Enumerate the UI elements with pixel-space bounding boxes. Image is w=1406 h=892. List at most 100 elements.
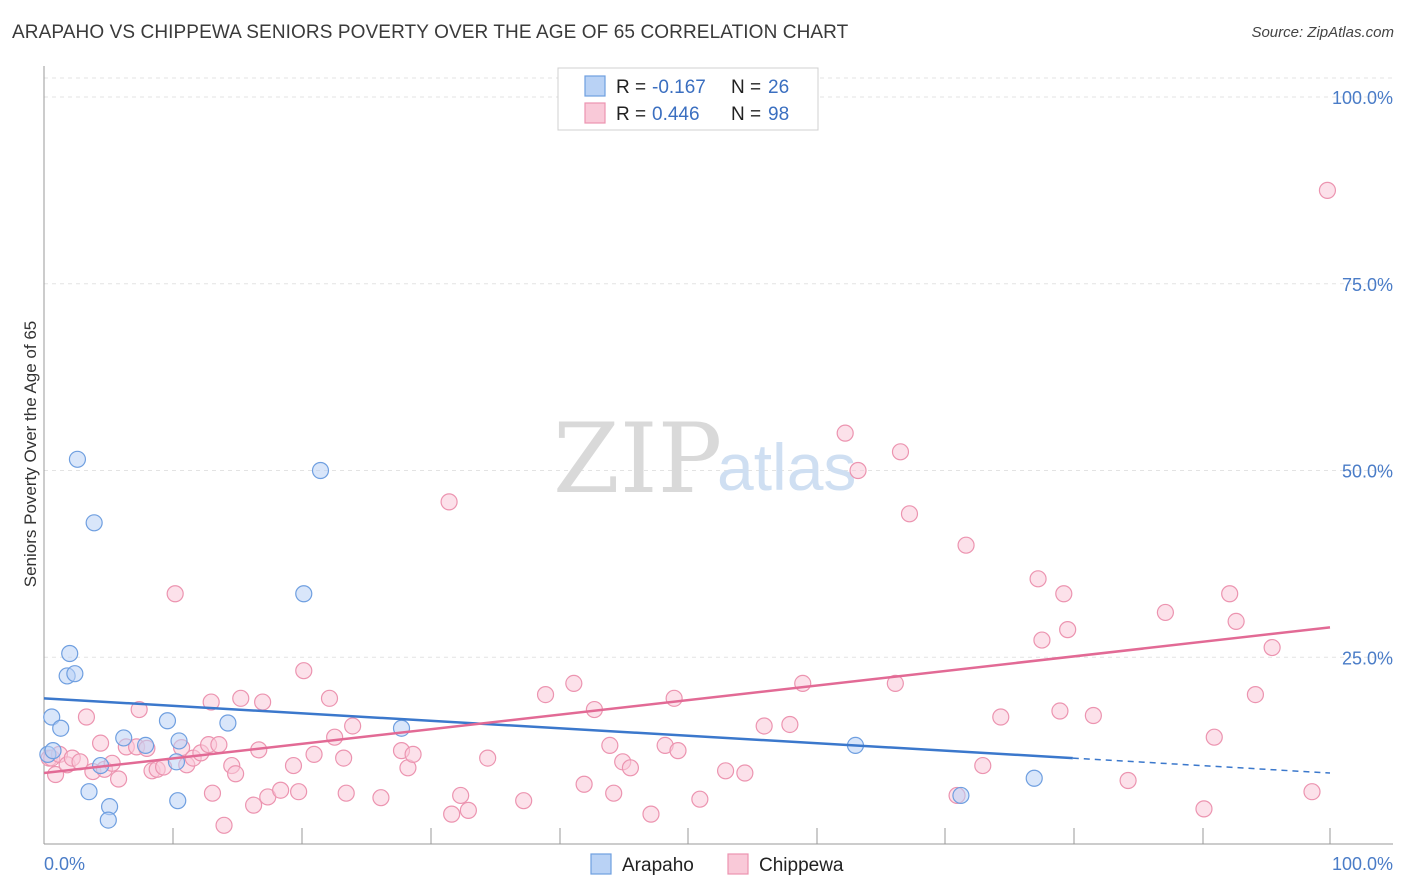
chippewa-point — [203, 784, 222, 802]
arapaho-legend-swatch — [584, 75, 606, 97]
chippewa-point — [452, 786, 470, 805]
grid-lines — [44, 77, 1393, 658]
chippewa-point — [1029, 570, 1047, 588]
arapaho-point — [295, 585, 313, 603]
data-points — [39, 181, 1337, 834]
chippewa-point — [290, 783, 308, 801]
chippewa-point — [736, 764, 754, 782]
chippewa-point — [691, 790, 709, 808]
arapaho-point — [136, 736, 155, 754]
chart-source: Source: ZipAtlas.com — [1251, 24, 1394, 41]
chippewa-point — [284, 756, 303, 775]
chippewa-point — [91, 734, 110, 752]
legend-r-value: -0.167 — [652, 77, 706, 98]
arapaho-point — [170, 732, 188, 750]
trend-lines — [43, 626, 1331, 775]
arapaho-point — [61, 644, 79, 663]
chippewa-point — [992, 708, 1010, 726]
chippewa-point — [974, 756, 992, 775]
chippewa-point — [320, 689, 339, 707]
chippewa-point — [601, 736, 619, 754]
chippewa-legend-label: Chippewa — [759, 855, 844, 876]
chippewa-point — [642, 805, 660, 823]
chippewa-point — [1263, 638, 1281, 657]
tick-labels: 25.0% 50.0% 75.0% 100.0% 0.0% 100.0% — [44, 88, 1393, 874]
chippewa-point — [1246, 685, 1265, 704]
chippewa-point — [891, 443, 910, 461]
watermark: ZIP atlas — [553, 403, 856, 515]
chippewa-point — [372, 789, 390, 807]
chippewa-point — [605, 784, 623, 802]
chippewa-point — [669, 742, 687, 760]
arapaho-point — [66, 665, 84, 683]
chippewa-point — [1205, 728, 1223, 746]
chippewa-point — [536, 685, 555, 704]
chippewa-point — [575, 775, 593, 793]
chippewa-point — [254, 693, 272, 711]
arapaho-point — [43, 708, 61, 726]
chippewa-point — [1033, 631, 1051, 649]
chippewa-point — [849, 461, 867, 480]
y-tick-label: 100.0% — [1332, 88, 1393, 108]
arapaho-point — [80, 783, 98, 801]
chippewa-point — [245, 796, 263, 814]
arapaho-legend-label: Arapaho — [622, 855, 694, 876]
x-tick-label: 0.0% — [44, 854, 85, 874]
arapaho-point — [52, 719, 70, 737]
legend-n-value: 26 — [768, 77, 789, 98]
chippewa-point — [1084, 706, 1102, 725]
chippewa-point — [1318, 181, 1337, 199]
x-tick-label: 100.0% — [1332, 854, 1393, 874]
chippewa-point — [337, 784, 355, 802]
y-axis-label: Seniors Poverty Over the Age of 65 — [21, 321, 40, 587]
arapaho-legend-swatch — [590, 853, 612, 875]
y-tick-label: 50.0% — [1342, 462, 1393, 482]
correlation-legend: R = -0.167 N = 26 R = 0.446 N = 98 — [557, 67, 819, 131]
chippewa-point — [440, 493, 458, 511]
y-tick-label: 25.0% — [1342, 648, 1393, 668]
arapaho-point — [68, 450, 87, 468]
chippewa-point — [1227, 612, 1245, 630]
arapaho-point — [311, 461, 330, 480]
chippewa-point — [344, 717, 362, 735]
chippewa-point — [1119, 771, 1137, 790]
chippewa-point — [1221, 585, 1239, 603]
legend-n-label: N = — [731, 104, 761, 125]
chippewa-point — [326, 728, 344, 746]
chippewa-point — [77, 708, 96, 726]
arapaho-point — [1025, 769, 1043, 787]
arapaho-trend-line — [43, 697, 1073, 760]
chippewa-point — [565, 674, 583, 692]
watermark-zip: ZIP — [553, 403, 722, 515]
watermark-atlas: atlas — [717, 430, 856, 504]
chippewa-point — [900, 505, 919, 523]
chippewa-point — [781, 715, 799, 734]
chippewa-point — [794, 674, 812, 692]
chippewa-point — [202, 693, 220, 711]
legend-n-label: N = — [731, 77, 761, 98]
arapaho-point — [99, 811, 117, 829]
arapaho-point — [169, 792, 187, 810]
chippewa-point — [515, 792, 533, 810]
chippewa-point — [232, 689, 250, 707]
chippewa-point — [443, 805, 461, 823]
legend-r-label: R = — [616, 77, 646, 98]
chippewa-point — [716, 762, 735, 780]
chippewa-point — [1156, 603, 1174, 622]
chippewa-point — [1059, 621, 1077, 639]
series-legend: Arapaho Chippewa — [590, 853, 844, 876]
arapaho-point — [219, 714, 237, 732]
chippewa-point — [1055, 585, 1073, 603]
chippewa-point — [404, 745, 422, 763]
chippewa-point — [957, 536, 975, 554]
axes — [43, 66, 1393, 845]
arapaho-trend-extension — [1072, 757, 1331, 774]
arapaho-point — [158, 712, 177, 730]
chippewa-legend-swatch — [727, 853, 749, 875]
chippewa-point — [479, 749, 497, 767]
chart-title: ARAPAHO VS CHIPPEWA SENIORS POVERTY OVER… — [12, 22, 849, 43]
chippewa-point — [1195, 800, 1213, 818]
chippewa-point — [166, 585, 184, 603]
legend-r-value: 0.446 — [652, 104, 700, 125]
